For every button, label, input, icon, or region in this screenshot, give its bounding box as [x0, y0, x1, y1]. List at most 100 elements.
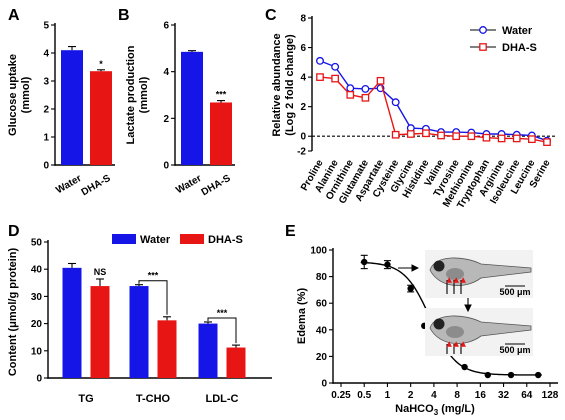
- chart-d-x-tick-label: T-CHO: [136, 393, 171, 405]
- chart-d-y-tick-label: 40: [31, 265, 43, 276]
- chart-d-legend-water-swatch: [112, 234, 136, 244]
- chart-c-point-dha-s: [482, 133, 491, 142]
- chart-a-y-tick-label: 3: [43, 77, 49, 88]
- chart-e-y-tick-label: 60: [316, 299, 328, 310]
- chart-c-series-water-line: [319, 60, 548, 142]
- chart-d-significance: ***: [217, 308, 228, 318]
- chart-c-legend-water-marker: [479, 26, 487, 34]
- chart-b-y-tick-label: 2: [163, 114, 169, 125]
- chart-d-y-axis-label: Content (μmol/g protein): [7, 248, 19, 377]
- chart-e-x-tick-label: 1: [385, 390, 391, 401]
- chart-d-legend-dhas-swatch: [180, 234, 204, 244]
- chart-a-y-tick-label: 1: [43, 133, 49, 144]
- chart-d-bar-ldl-c-dha-s: [226, 347, 246, 378]
- chart-a-bar-water: [61, 50, 83, 166]
- chart-c-y-tick-label: -2: [297, 147, 306, 158]
- chart-b-bar-water: [181, 51, 203, 166]
- chart-a-y-tick-label: 4: [43, 49, 49, 60]
- chart-c-point-dha-s: [422, 129, 430, 138]
- panel-letter-B: B: [118, 7, 130, 24]
- chart-e-y-tick-label: 80: [316, 272, 328, 283]
- chart-e-x-tick-label: 2: [408, 390, 414, 401]
- chart-b-bar-dha-s: [210, 102, 232, 165]
- chart-c-point-dha-s: [391, 130, 400, 139]
- chart-c-point-dha-s: [452, 132, 461, 141]
- chart-e-x-tick-label: 64: [521, 390, 533, 401]
- chart-e-x-tick-label: 128: [542, 390, 559, 401]
- chart-c-y-tick-label: 8: [300, 14, 306, 25]
- chart-b-y-tick-label: 6: [163, 21, 169, 32]
- chart-c-point-water: [391, 98, 400, 107]
- chart-e-point: [461, 363, 468, 371]
- chart-e-y-tick-label: 0: [321, 379, 327, 390]
- panel-letter-D: D: [8, 223, 20, 240]
- chart-d-y-tick-label: 0: [36, 374, 42, 385]
- chart-c-point-dha-s: [331, 74, 339, 83]
- chart-c-point-dha-s: [437, 131, 445, 140]
- chart-d-legend-water: Water: [140, 234, 171, 246]
- chart-e-point: [384, 261, 391, 268]
- chart-c-point-dha-s: [497, 134, 506, 143]
- chart-e-x-tick-label: 0.25: [331, 390, 351, 401]
- chart-e-scale-bar-label-1: 500 μm: [499, 287, 530, 297]
- chart-d-x-tick-label: LDL-C: [206, 393, 239, 405]
- chart-e-inset-image-2-eye: [433, 318, 445, 330]
- chart-b-x-tick-label: DHA-S: [200, 173, 233, 199]
- chart-d-bar-ldl-c-water: [198, 323, 218, 378]
- chart-c-y-tick-label: 6: [300, 43, 306, 54]
- chart-c-point-dha-s: [346, 90, 355, 99]
- chart-c-point-dha-s: [361, 93, 370, 102]
- chart-c-y-axis-label: Relative abundance: [271, 33, 283, 136]
- chart-e-point: [361, 258, 368, 266]
- chart-d-bar-t-cho-dha-s: [157, 320, 177, 378]
- chart-e-y-tick-label: 40: [316, 325, 328, 336]
- chart-c-point-water: [331, 62, 340, 71]
- chart-d-bar-t-cho-water: [129, 286, 149, 378]
- chart-b-y-tick-label: 0: [163, 161, 169, 172]
- chart-e-inset-image-1-eye: [433, 260, 445, 272]
- chart-c-y-axis-label-unit: (Log 2 fold change): [284, 34, 296, 136]
- chart-b-y-axis-label-unit: (mmol): [138, 76, 150, 113]
- chart-c-point-water: [316, 56, 324, 65]
- chart-a-y-axis-label: Glucose uptake: [7, 54, 19, 136]
- chart-c-y-tick-label: 2: [300, 102, 306, 113]
- chart-c-point-dha-s: [376, 76, 385, 85]
- chart-e-inset-image-1-yolk: [446, 268, 464, 280]
- chart-c-point-dha-s: [316, 73, 324, 81]
- chart-a-bar-dha-s: [90, 71, 112, 165]
- chart-d-x-tick-label: TG: [78, 393, 93, 405]
- chart-d-y-tick-label: 20: [31, 319, 43, 330]
- chart-c-y-tick-label: 0: [300, 132, 306, 143]
- chart-c-point-dha-s: [543, 138, 551, 146]
- chart-e-x-axis-label: NaHCO3 (mg/L): [395, 403, 475, 417]
- panel-letter-E: E: [285, 223, 296, 240]
- chart-e-point: [484, 371, 492, 379]
- chart-a-y-tick-label: 0: [43, 161, 49, 172]
- chart-e-x-tick-label: 0.5: [357, 390, 371, 401]
- chart-a-x-tick-label: Water: [54, 173, 83, 196]
- chart-c-legend-dhas: DHA-S: [502, 42, 537, 54]
- chart-c-point-water: [361, 84, 370, 93]
- chart-a-y-tick-label: 5: [43, 21, 49, 32]
- chart-c-point-dha-s: [467, 132, 476, 141]
- chart-a-y-axis-label-unit: (mmol): [20, 76, 32, 113]
- chart-b-x-tick-label: Water: [174, 173, 203, 196]
- chart-b-y-tick-label: 4: [163, 67, 169, 78]
- chart-d-legend-dhas: DHA-S: [208, 234, 243, 246]
- chart-e-inset-image-2: [425, 308, 533, 356]
- chart-d-bar-tg-dha-s: [90, 286, 110, 378]
- chart-d-significance-bracket: [207, 317, 237, 344]
- chart-c-series-dha-s-line: [319, 76, 548, 143]
- chart-e-x-tick-label: 16: [475, 390, 487, 401]
- chart-d-y-tick-label: 30: [31, 292, 43, 303]
- chart-e-y-tick-label: 20: [316, 352, 328, 363]
- chart-d-significance-bracket: [138, 280, 168, 315]
- chart-c-point-dha-s: [528, 135, 536, 144]
- chart-c-y-tick-label: 4: [300, 73, 306, 84]
- chart-a-x-tick-label: DHA-S: [80, 173, 113, 199]
- chart-e-scale-bar-label-2: 500 μm: [499, 345, 530, 355]
- chart-e-y-tick-label: 100: [310, 246, 327, 257]
- chart-c-legend-water: Water: [502, 25, 533, 37]
